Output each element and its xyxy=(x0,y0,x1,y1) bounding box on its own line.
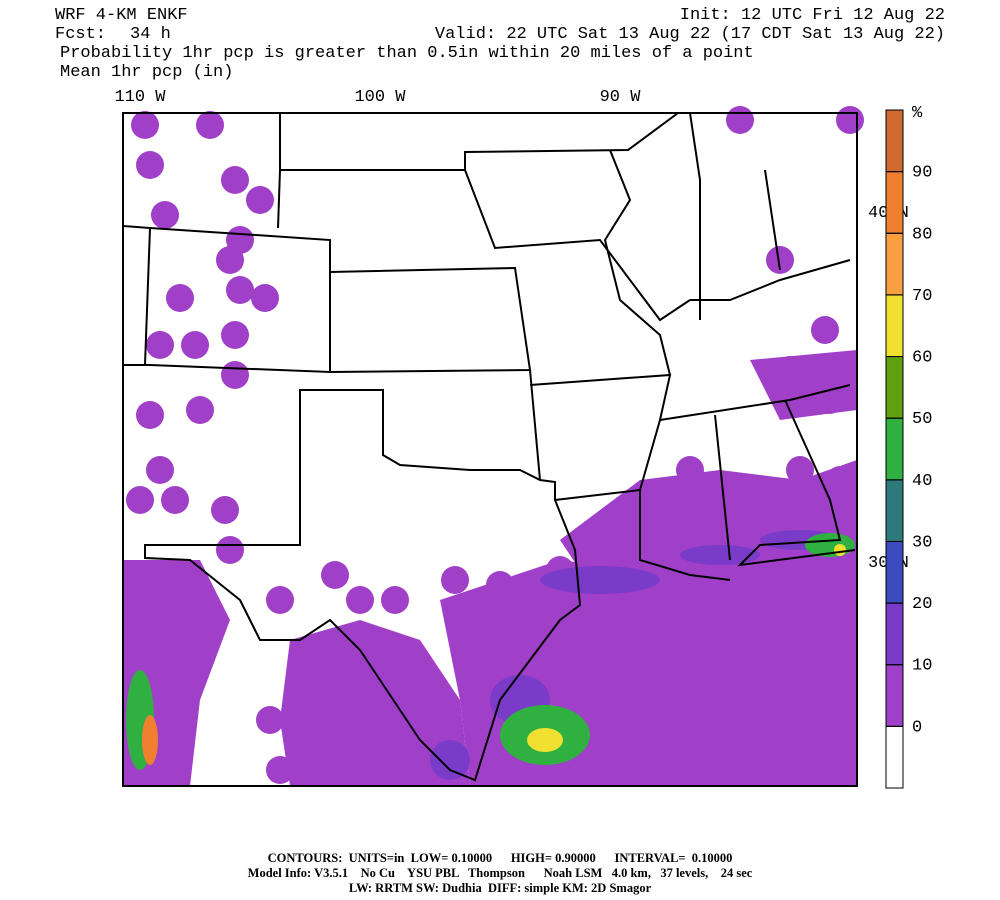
precip-area xyxy=(280,620,470,786)
precip-blob xyxy=(181,331,209,359)
precip-blob xyxy=(321,561,349,589)
footer-physics: LW: RRTM SW: Dudhia DIFF: simple KM: 2D … xyxy=(349,881,652,895)
colorbar-box xyxy=(885,602,904,666)
colorbar-box xyxy=(885,479,904,542)
precip-blob xyxy=(216,536,244,564)
precip-core xyxy=(142,715,158,765)
colorbar-box xyxy=(885,356,904,419)
colorbar-tick-label: 20 xyxy=(912,595,932,614)
precip-blob xyxy=(726,106,754,134)
colorbar: 0 10 20 30 40 50 60 70 80 90 xyxy=(885,109,932,789)
colorbar-tick-label: 80 xyxy=(912,225,932,244)
precip-blob xyxy=(146,331,174,359)
precip-blob xyxy=(811,316,839,344)
colorbar-unit: % xyxy=(912,104,923,123)
precip-blob xyxy=(151,201,179,229)
lon-label: 90 W xyxy=(600,88,642,107)
precip-field xyxy=(123,106,864,786)
colorbar-box xyxy=(885,725,904,789)
precip-blob xyxy=(216,246,244,274)
fcst-value: 34 h xyxy=(130,25,171,44)
precip-blob xyxy=(246,186,274,214)
precip-core xyxy=(430,740,470,780)
precip-blob xyxy=(146,456,174,484)
precip-core xyxy=(527,728,563,752)
model: WRF 4-KM ENKF xyxy=(55,6,188,25)
precip-blob xyxy=(836,106,864,134)
field: Probability 1hr pcp is greater than 0.5i… xyxy=(60,44,754,63)
colorbar-tick-label: 10 xyxy=(912,657,932,676)
colorbar-tick-label: 0 xyxy=(912,718,922,737)
valid: Valid: 22 UTC Sat 13 Aug 22 (17 CDT Sat … xyxy=(435,25,945,44)
precip-blob xyxy=(221,321,249,349)
colorbar-tick-label: 40 xyxy=(912,472,932,491)
colorbar-box xyxy=(885,294,904,358)
colorbar-tick-label: 90 xyxy=(912,164,932,183)
precip-blob xyxy=(226,276,254,304)
precip-blob xyxy=(131,111,159,139)
precip-blob xyxy=(786,456,814,484)
colorbar-box xyxy=(885,109,904,173)
precip-blob xyxy=(211,496,239,524)
colorbar-box xyxy=(885,171,904,234)
precip-blob xyxy=(346,586,374,614)
precip-blob xyxy=(381,586,409,614)
colorbar-tick-label: 30 xyxy=(912,533,932,552)
init: Init: 12 UTC Fri 12 Aug 22 xyxy=(680,6,945,25)
precip-blob xyxy=(766,246,794,274)
precip-blob xyxy=(251,284,279,312)
colorbar-box xyxy=(885,417,904,481)
colorbar-box xyxy=(885,540,904,604)
precip-blob xyxy=(161,486,189,514)
precip-blob xyxy=(441,566,469,594)
colorbar-box xyxy=(885,664,904,727)
precip-blob xyxy=(126,486,154,514)
footer-model: Model Info: V3.5.1 No Cu YSU PBL Thompso… xyxy=(248,866,753,880)
precip-area xyxy=(560,460,857,600)
precip-core xyxy=(680,545,760,565)
precip-blob xyxy=(221,361,249,389)
precip-blob xyxy=(221,166,249,194)
precip-blob xyxy=(196,111,224,139)
precip-blob xyxy=(136,151,164,179)
precip-blob xyxy=(136,401,164,429)
precip-blob xyxy=(186,396,214,424)
colorbar-tick-label: 60 xyxy=(912,349,932,368)
precip-area xyxy=(750,350,857,420)
colorbar-box xyxy=(885,232,904,296)
fcst-label: Fcst: xyxy=(55,25,106,44)
precip-core xyxy=(540,566,660,594)
footer-contours: CONTOURS: UNITS=in LOW= 0.10000 HIGH= 0.… xyxy=(268,851,733,865)
lon-label: 110 W xyxy=(114,88,166,107)
lon-label: 100 W xyxy=(354,88,406,107)
map-frame xyxy=(122,112,858,787)
contour-field: Mean 1hr pcp (in) xyxy=(60,63,233,82)
precip-blob xyxy=(256,706,284,734)
colorbar-tick-label: 50 xyxy=(912,410,932,429)
precip-core xyxy=(834,544,846,556)
colorbar-tick-label: 70 xyxy=(912,287,932,306)
precip-blob xyxy=(166,284,194,312)
precip-blob xyxy=(266,586,294,614)
borders xyxy=(122,112,856,782)
